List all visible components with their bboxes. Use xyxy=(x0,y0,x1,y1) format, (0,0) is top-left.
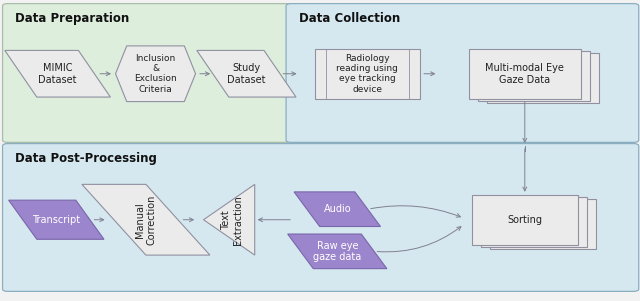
Polygon shape xyxy=(8,200,104,239)
Text: Study
Dataset: Study Dataset xyxy=(227,63,266,85)
Polygon shape xyxy=(82,184,210,255)
FancyBboxPatch shape xyxy=(468,49,581,99)
Text: Radiology
reading using
eye tracking
device: Radiology reading using eye tracking dev… xyxy=(337,54,398,94)
Text: Manual
Correction: Manual Correction xyxy=(135,194,157,245)
Text: Audio: Audio xyxy=(323,204,351,214)
Text: Data Collection: Data Collection xyxy=(299,12,400,25)
Polygon shape xyxy=(294,192,380,226)
Polygon shape xyxy=(288,234,387,268)
FancyArrowPatch shape xyxy=(371,206,460,217)
FancyBboxPatch shape xyxy=(477,51,590,101)
Polygon shape xyxy=(4,50,110,97)
Text: Inclusion
&
Exclusion
Criteria: Inclusion & Exclusion Criteria xyxy=(134,54,177,94)
Text: Text
Extraction: Text Extraction xyxy=(221,195,243,245)
FancyBboxPatch shape xyxy=(472,195,578,244)
FancyBboxPatch shape xyxy=(314,49,420,99)
FancyBboxPatch shape xyxy=(3,4,291,142)
FancyArrowPatch shape xyxy=(377,227,461,252)
FancyBboxPatch shape xyxy=(486,53,599,103)
Text: Sorting: Sorting xyxy=(508,215,542,225)
Polygon shape xyxy=(115,46,196,102)
Polygon shape xyxy=(204,184,255,255)
Text: Transcript: Transcript xyxy=(32,215,81,225)
Text: Raw eye
gaze data: Raw eye gaze data xyxy=(313,240,362,262)
FancyBboxPatch shape xyxy=(3,144,639,291)
Text: Data Preparation: Data Preparation xyxy=(15,12,130,25)
Text: Multi-modal Eye
Gaze Data: Multi-modal Eye Gaze Data xyxy=(485,63,564,85)
Text: MIMIC
Dataset: MIMIC Dataset xyxy=(38,63,77,85)
FancyBboxPatch shape xyxy=(286,4,639,142)
Text: Data Post-Processing: Data Post-Processing xyxy=(15,152,157,165)
FancyBboxPatch shape xyxy=(490,199,595,249)
Polygon shape xyxy=(197,50,296,97)
FancyBboxPatch shape xyxy=(481,197,586,247)
